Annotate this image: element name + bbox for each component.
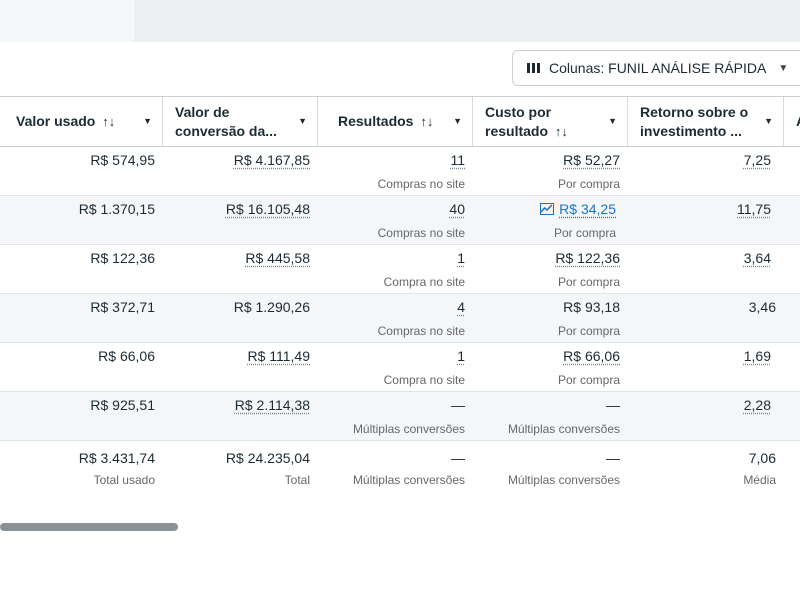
caret-down-icon[interactable]: ▼ [143, 116, 152, 126]
active-tab-area[interactable] [0, 0, 134, 42]
caret-down-icon[interactable]: ▼ [453, 116, 462, 126]
cost-type-label: Múltiplas conversões [507, 422, 620, 436]
results-type-label: Compras no site [377, 226, 465, 240]
results-type-label: Compras no site [377, 324, 465, 338]
cost-per-result-value[interactable]: R$ 66,06 [563, 348, 620, 364]
total-spend-value: R$ 3.431,74 [78, 450, 155, 466]
header-label: Valor usado [16, 113, 96, 129]
header-label-line2: conversão da... [175, 122, 277, 139]
results-type-label: Múltiplas conversões [352, 422, 465, 436]
roas-value[interactable]: 2,28 [743, 397, 771, 413]
column-header-conversion-value[interactable]: Valor de conversão da... ▼ [163, 97, 318, 146]
caret-down-icon[interactable]: ▼ [298, 116, 307, 126]
table-row[interactable]: R$ 925,51 R$ 2.114,38 — Múltiplas convers… [0, 392, 800, 441]
conversion-value[interactable]: R$ 2.114,38 [234, 397, 310, 413]
header-label: Custo por [485, 103, 552, 120]
column-header-cost-per-result[interactable]: Custo por resultado ↑↓ ▼ [473, 97, 628, 146]
roas-value: 3,46 [748, 299, 776, 315]
cost-per-result-value[interactable]: R$ 52,27 [563, 152, 620, 168]
chevron-down-icon: ▼ [778, 62, 789, 74]
results-value[interactable]: 4 [457, 299, 465, 315]
spend-value: R$ 1.370,15 [78, 201, 155, 217]
trend-chart-icon[interactable] [540, 203, 555, 215]
total-cost-value: — [606, 450, 620, 466]
roas-value[interactable]: 3,64 [743, 250, 771, 266]
roas-value[interactable]: 11,75 [737, 201, 771, 217]
header-label-line2: resultado [485, 122, 549, 139]
column-header-results[interactable]: Resultados ↑↓ ▼ [318, 97, 473, 146]
header-label: Valor de [175, 103, 230, 120]
spend-value: R$ 574,95 [90, 152, 155, 168]
cost-per-result-value: — [606, 397, 620, 413]
cost-per-result-value[interactable]: R$ 34,25 [559, 201, 616, 217]
header-label: Retorno sobre o [640, 103, 749, 120]
total-conversion-value: R$ 24.235,04 [225, 450, 310, 466]
top-bar [0, 0, 800, 42]
spend-value: R$ 372,71 [90, 299, 155, 315]
cost-type-label: Por compra [557, 324, 620, 338]
results-table: Valor usado ↑↓ ▼ Valor de conversão da...… [0, 96, 800, 493]
column-header-spend[interactable]: Valor usado ↑↓ ▼ [0, 97, 163, 146]
cost-per-result-value[interactable]: R$ 122,36 [555, 250, 620, 266]
columns-preset-button[interactable]: Colunas: FUNIL ANÁLISE RÁPIDA ▼ [512, 50, 800, 86]
spend-value: R$ 66,06 [98, 348, 155, 364]
sort-icon[interactable]: ↑↓ [420, 114, 434, 129]
sort-icon[interactable]: ↑↓ [102, 114, 116, 129]
conversion-value[interactable]: R$ 4.167,85 [233, 152, 310, 168]
caret-down-icon[interactable]: ▼ [764, 116, 773, 126]
caret-down-icon[interactable]: ▼ [608, 116, 617, 126]
conversion-value[interactable]: R$ 111,49 [247, 348, 310, 364]
total-cost-label: Múltiplas conversões [507, 473, 620, 487]
cost-per-result-value: R$ 93,18 [563, 299, 620, 315]
columns-preset-label: Colunas: FUNIL ANÁLISE RÁPIDA [549, 60, 767, 76]
header-label: A [796, 112, 800, 131]
column-header-roas[interactable]: Retorno sobre o investimento ... ▼ [628, 97, 784, 146]
results-value[interactable]: 40 [449, 201, 465, 217]
spend-value: R$ 925,51 [90, 397, 155, 413]
sort-icon[interactable]: ↑↓ [554, 123, 568, 139]
total-results-label: Múltiplas conversões [352, 473, 465, 487]
header-label: Resultados [338, 113, 414, 129]
horizontal-scrollbar[interactable] [0, 523, 178, 531]
conversion-value[interactable]: R$ 445,58 [245, 250, 310, 266]
conversion-value[interactable]: R$ 16.105,48 [225, 201, 310, 217]
table-row[interactable]: R$ 122,36 R$ 445,58 1 Compra no site R$ 1… [0, 245, 800, 294]
table-row[interactable]: R$ 1.370,15 R$ 16.105,48 40 Compras no si… [0, 196, 800, 245]
columns-icon [527, 63, 540, 73]
totals-row: R$ 3.431,74 Total usado R$ 24.235,04 Total… [0, 441, 800, 493]
table-row[interactable]: R$ 372,71 R$ 1.290,26 4 Compras no site R… [0, 294, 800, 343]
conversion-value: R$ 1.290,26 [233, 299, 310, 315]
header-label-line2: investimento ... [640, 122, 742, 139]
column-header-next[interactable]: A [784, 97, 800, 146]
results-type-label: Compra no site [383, 373, 465, 387]
total-results-value: — [451, 450, 465, 466]
results-value[interactable]: 1 [457, 250, 465, 266]
results-value: — [451, 397, 465, 413]
results-value[interactable]: 11 [450, 152, 465, 168]
table-row[interactable]: R$ 574,95 R$ 4.167,85 11 Compras no site … [0, 147, 800, 196]
results-value[interactable]: 1 [457, 348, 465, 364]
cost-type-label: Por compra [553, 226, 616, 240]
total-spend-label: Total usado [93, 473, 155, 487]
results-type-label: Compras no site [377, 177, 465, 191]
cost-type-label: Por compra [557, 177, 620, 191]
cost-per-result-link[interactable]: R$ 34,25 [540, 201, 616, 217]
roas-value[interactable]: 7,25 [743, 152, 771, 168]
table-header-row: Valor usado ↑↓ ▼ Valor de conversão da...… [0, 96, 800, 147]
total-roas-value: 7,06 [748, 450, 776, 466]
spend-value: R$ 122,36 [90, 250, 155, 266]
results-type-label: Compra no site [383, 275, 465, 289]
total-conversion-label: Total [284, 473, 310, 487]
total-roas-label: Média [743, 473, 776, 487]
cost-type-label: Por compra [557, 275, 620, 289]
table-row[interactable]: R$ 66,06 R$ 111,49 1 Compra no site R$ 66… [0, 343, 800, 392]
roas-value[interactable]: 1,69 [743, 348, 771, 364]
cost-type-label: Por compra [557, 373, 620, 387]
